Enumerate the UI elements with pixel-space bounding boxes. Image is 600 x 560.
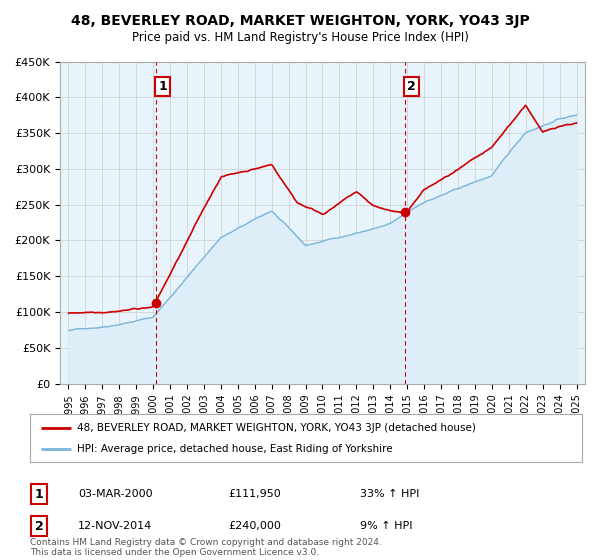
Text: 2: 2 <box>35 520 43 533</box>
Text: 12-NOV-2014: 12-NOV-2014 <box>78 521 152 531</box>
Text: 1: 1 <box>35 488 43 501</box>
Text: 9% ↑ HPI: 9% ↑ HPI <box>360 521 413 531</box>
Text: £111,950: £111,950 <box>228 489 281 500</box>
Text: 2: 2 <box>407 80 416 93</box>
Text: 1: 1 <box>158 80 167 93</box>
Text: 48, BEVERLEY ROAD, MARKET WEIGHTON, YORK, YO43 3JP (detached house): 48, BEVERLEY ROAD, MARKET WEIGHTON, YORK… <box>77 423 476 433</box>
Text: HPI: Average price, detached house, East Riding of Yorkshire: HPI: Average price, detached house, East… <box>77 444 392 454</box>
Text: £240,000: £240,000 <box>228 521 281 531</box>
Text: 48, BEVERLEY ROAD, MARKET WEIGHTON, YORK, YO43 3JP: 48, BEVERLEY ROAD, MARKET WEIGHTON, YORK… <box>71 14 529 28</box>
Text: 33% ↑ HPI: 33% ↑ HPI <box>360 489 419 500</box>
Text: Contains HM Land Registry data © Crown copyright and database right 2024.
This d: Contains HM Land Registry data © Crown c… <box>30 538 382 557</box>
Text: Price paid vs. HM Land Registry's House Price Index (HPI): Price paid vs. HM Land Registry's House … <box>131 31 469 44</box>
Text: 03-MAR-2000: 03-MAR-2000 <box>78 489 152 500</box>
